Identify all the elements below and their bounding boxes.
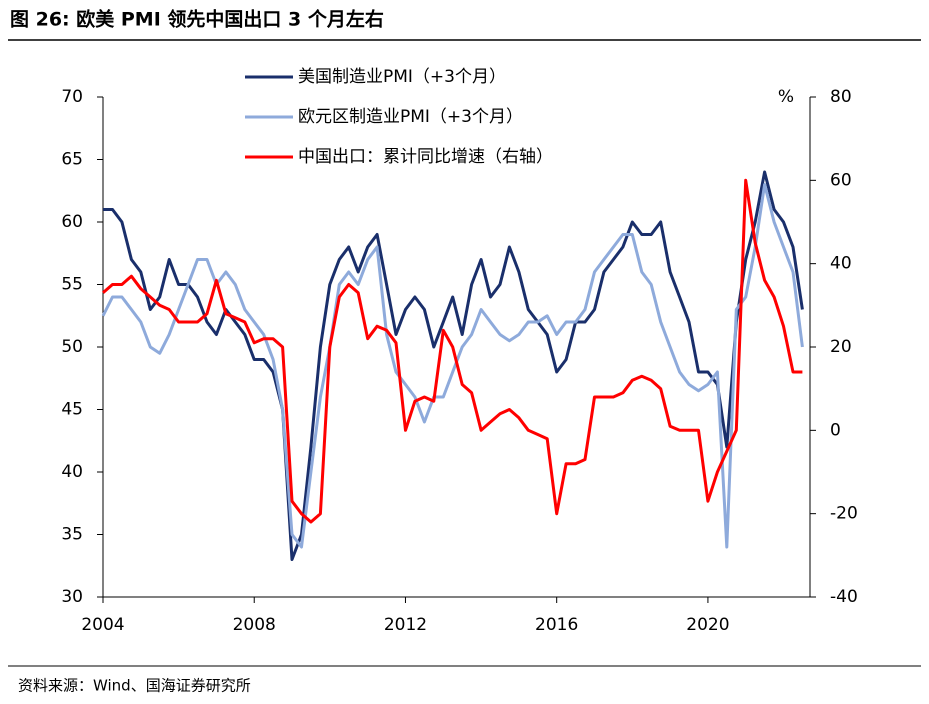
- x-tick-label: 2020: [686, 615, 729, 635]
- y-tick-label: 50: [61, 337, 83, 357]
- x-tick-label: 2008: [233, 615, 276, 635]
- series-line: [103, 170, 804, 561]
- chart-title: 图 26: 欧美 PMI 领先中国出口 3 个月左右: [10, 8, 384, 31]
- series-line: [101, 183, 804, 549]
- y2-tick-label: -40: [830, 587, 858, 607]
- legend-label: 美国制造业PMI（+3个月）: [298, 67, 506, 87]
- y-tick-label: 55: [61, 275, 83, 295]
- y2-tick-label: 0: [830, 420, 841, 440]
- x-tick-label: 2012: [384, 615, 427, 635]
- y2-unit: %: [778, 87, 794, 107]
- y2-tick-label: 60: [830, 170, 852, 190]
- y2-tick-label: 40: [830, 254, 852, 274]
- y2-tick-label: 20: [830, 337, 852, 357]
- x-tick-label: 2016: [535, 615, 578, 635]
- x-tick-label: 2004: [81, 615, 124, 635]
- y-tick-label: 65: [61, 150, 83, 170]
- source: 资料来源：Wind、国海证券研究所: [18, 677, 251, 695]
- y-tick-label: 40: [61, 462, 83, 482]
- y-tick-label: 60: [61, 212, 83, 232]
- y2-tick-label: -20: [830, 504, 858, 524]
- y-tick-label: 70: [61, 87, 83, 107]
- y-tick-label: 30: [61, 587, 83, 607]
- y-tick-label: 35: [61, 525, 83, 545]
- legend-label: 中国出口：累计同比增速（右轴）: [298, 147, 553, 167]
- legend-label: 欧元区制造业PMI（+3个月）: [298, 107, 523, 127]
- y2-tick-label: 80: [830, 87, 852, 107]
- series-line: [102, 178, 803, 524]
- y-tick-label: 45: [61, 400, 83, 420]
